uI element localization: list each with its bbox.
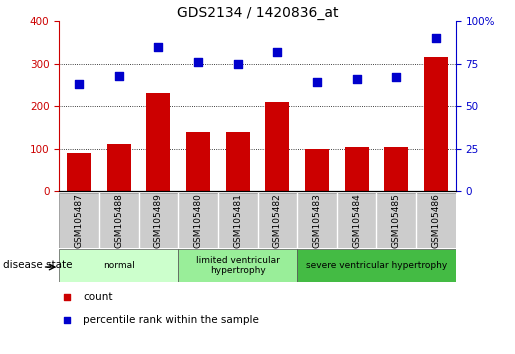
Bar bbox=[305, 149, 329, 191]
Text: GSM105488: GSM105488 bbox=[114, 193, 123, 248]
Bar bbox=[384, 147, 408, 191]
Point bbox=[114, 73, 123, 79]
Point bbox=[352, 76, 360, 82]
Bar bbox=[424, 57, 448, 191]
Text: count: count bbox=[83, 292, 112, 302]
Text: GSM105487: GSM105487 bbox=[75, 193, 83, 248]
Text: disease state: disease state bbox=[3, 260, 72, 270]
Title: GDS2134 / 1420836_at: GDS2134 / 1420836_at bbox=[177, 6, 338, 20]
Point bbox=[75, 81, 83, 87]
Bar bbox=[226, 132, 250, 191]
Text: percentile rank within the sample: percentile rank within the sample bbox=[83, 315, 259, 325]
Bar bbox=[59, 249, 178, 282]
Text: GSM105489: GSM105489 bbox=[154, 193, 163, 248]
Bar bbox=[265, 102, 289, 191]
Point bbox=[325, 201, 334, 207]
Text: GSM105484: GSM105484 bbox=[352, 193, 361, 248]
Text: GSM105480: GSM105480 bbox=[194, 193, 202, 248]
Point bbox=[392, 74, 401, 80]
Bar bbox=[345, 147, 369, 191]
Bar bbox=[178, 249, 297, 282]
Text: severe ventricular hypertrophy: severe ventricular hypertrophy bbox=[306, 261, 447, 270]
Point bbox=[233, 61, 242, 67]
Text: GSM105486: GSM105486 bbox=[432, 193, 440, 248]
Point bbox=[154, 44, 162, 50]
Bar bbox=[297, 249, 456, 282]
Point bbox=[432, 35, 440, 41]
Bar bbox=[107, 144, 131, 191]
Text: GSM105482: GSM105482 bbox=[273, 193, 282, 248]
Text: normal: normal bbox=[103, 261, 134, 270]
Text: GSM105485: GSM105485 bbox=[392, 193, 401, 248]
Bar bbox=[186, 132, 210, 191]
Text: limited ventricular
hypertrophy: limited ventricular hypertrophy bbox=[196, 256, 280, 275]
Point bbox=[273, 49, 281, 55]
Point bbox=[313, 80, 321, 85]
Bar bbox=[67, 153, 91, 191]
Text: GSM105481: GSM105481 bbox=[233, 193, 242, 248]
Point bbox=[194, 59, 202, 65]
Text: GSM105483: GSM105483 bbox=[313, 193, 321, 248]
Bar bbox=[146, 93, 170, 191]
